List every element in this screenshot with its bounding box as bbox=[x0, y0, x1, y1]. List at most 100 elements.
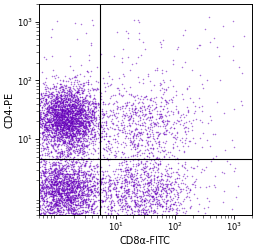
Point bbox=[48, 111, 52, 115]
Point bbox=[45, 106, 49, 110]
Point bbox=[91, 109, 95, 113]
Point bbox=[54, 124, 58, 128]
Point bbox=[75, 136, 79, 140]
Point bbox=[111, 121, 115, 125]
Point bbox=[82, 124, 86, 128]
Point bbox=[56, 116, 60, 120]
Point bbox=[76, 98, 80, 102]
Point bbox=[64, 172, 68, 175]
Point bbox=[54, 115, 58, 119]
Point bbox=[43, 93, 47, 97]
Point bbox=[84, 153, 88, 157]
Point bbox=[170, 110, 175, 114]
Point bbox=[96, 80, 100, 84]
Point bbox=[169, 202, 173, 205]
Point bbox=[81, 189, 86, 193]
Point bbox=[150, 194, 154, 198]
Point bbox=[56, 184, 60, 188]
Point bbox=[104, 131, 108, 135]
Point bbox=[67, 109, 71, 113]
Point bbox=[109, 108, 113, 112]
Point bbox=[59, 115, 63, 119]
Point bbox=[62, 204, 66, 208]
Point bbox=[53, 107, 57, 111]
Point bbox=[123, 166, 127, 170]
Point bbox=[192, 111, 196, 115]
Point bbox=[56, 108, 60, 112]
Point bbox=[70, 187, 74, 191]
Point bbox=[79, 116, 83, 119]
Point bbox=[44, 176, 48, 180]
Point bbox=[116, 111, 120, 115]
Point bbox=[84, 180, 88, 184]
Point bbox=[63, 134, 67, 138]
Point bbox=[117, 203, 121, 207]
Point bbox=[70, 183, 74, 187]
Point bbox=[64, 110, 68, 114]
Point bbox=[52, 178, 56, 182]
Point bbox=[164, 201, 168, 205]
Point bbox=[45, 175, 49, 179]
Point bbox=[65, 130, 69, 134]
Point bbox=[43, 127, 47, 131]
Point bbox=[64, 108, 68, 112]
Point bbox=[100, 125, 104, 129]
Point bbox=[82, 87, 86, 91]
Point bbox=[49, 177, 53, 181]
Point bbox=[68, 128, 72, 132]
Point bbox=[44, 183, 48, 187]
Point bbox=[47, 182, 51, 186]
Point bbox=[86, 115, 90, 119]
Point bbox=[143, 126, 147, 130]
Point bbox=[65, 121, 69, 125]
Point bbox=[69, 146, 73, 150]
Point bbox=[70, 103, 74, 107]
Point bbox=[152, 122, 156, 126]
Point bbox=[57, 114, 61, 118]
Point bbox=[41, 81, 45, 85]
Point bbox=[48, 206, 52, 210]
Point bbox=[58, 135, 62, 139]
Point bbox=[174, 93, 178, 97]
Point bbox=[143, 199, 147, 203]
Point bbox=[42, 101, 46, 105]
Point bbox=[41, 133, 45, 137]
Point bbox=[83, 110, 87, 114]
Point bbox=[103, 210, 107, 214]
Point bbox=[76, 116, 80, 120]
Point bbox=[171, 62, 175, 66]
Point bbox=[134, 202, 138, 205]
Point bbox=[132, 132, 136, 136]
Point bbox=[124, 168, 128, 172]
Point bbox=[46, 204, 50, 208]
Point bbox=[58, 168, 62, 172]
Point bbox=[44, 129, 48, 133]
Point bbox=[38, 170, 42, 174]
Point bbox=[69, 188, 73, 192]
Point bbox=[163, 126, 167, 130]
Point bbox=[64, 86, 68, 90]
Point bbox=[78, 100, 82, 104]
Point bbox=[55, 92, 59, 96]
Point bbox=[69, 117, 73, 121]
Point bbox=[38, 203, 42, 207]
Point bbox=[187, 84, 191, 88]
Point bbox=[66, 177, 70, 181]
Point bbox=[173, 177, 177, 181]
Point bbox=[66, 195, 70, 199]
Point bbox=[71, 93, 76, 97]
Point bbox=[135, 176, 139, 180]
Point bbox=[159, 189, 163, 193]
Point bbox=[151, 162, 155, 166]
Point bbox=[46, 176, 50, 180]
Point bbox=[67, 136, 71, 140]
Point bbox=[59, 208, 63, 212]
Point bbox=[133, 198, 137, 202]
Point bbox=[55, 206, 59, 210]
Point bbox=[70, 186, 74, 190]
Point bbox=[92, 137, 97, 141]
Point bbox=[111, 186, 115, 190]
Point bbox=[84, 121, 89, 125]
Point bbox=[42, 104, 46, 108]
Point bbox=[69, 127, 73, 131]
